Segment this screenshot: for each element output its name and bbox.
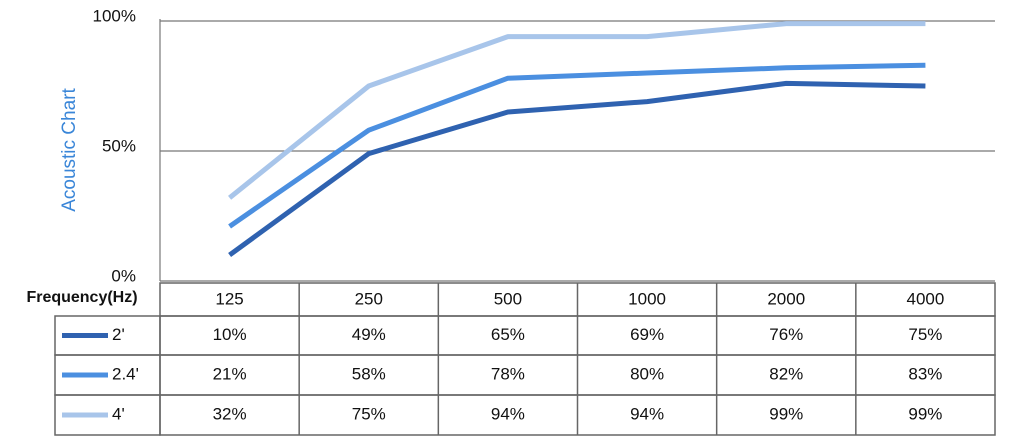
table-value: 21%: [213, 364, 247, 383]
x-tick-label: 1000: [628, 289, 666, 308]
legend-label: 2.4': [112, 364, 139, 383]
data-line: [228, 21, 926, 200]
table-value: 32%: [213, 404, 247, 423]
legend-cell: [54, 394, 161, 436]
table-value: 94%: [491, 404, 525, 423]
x-tick-label: 125: [215, 289, 243, 308]
table-value: 69%: [630, 325, 664, 344]
table-value: 78%: [491, 364, 525, 383]
table-value: 76%: [769, 325, 803, 344]
table-value: 99%: [908, 404, 942, 423]
table-value: 83%: [908, 364, 942, 383]
legend-label: 4': [112, 404, 125, 423]
table-value: 75%: [352, 404, 386, 423]
table-value: 94%: [630, 404, 664, 423]
y-tick-label: 0%: [111, 266, 136, 285]
y-axis-label: Acoustic Chart: [59, 88, 80, 212]
x-axis-label: Frequency(Hz): [26, 289, 137, 306]
table-value: 49%: [352, 325, 386, 344]
table-value: 58%: [352, 364, 386, 383]
data-line: [228, 62, 926, 229]
table-value: 65%: [491, 325, 525, 344]
table-value: 75%: [908, 325, 942, 344]
x-tick-label: 250: [355, 289, 383, 308]
table-value: 80%: [630, 364, 664, 383]
table-value: 99%: [769, 404, 803, 423]
table-value: 10%: [213, 325, 247, 344]
x-tick-label: 500: [494, 289, 522, 308]
y-tick-label: 50%: [102, 136, 136, 155]
data-line: [228, 80, 926, 258]
x-tick-label: 4000: [907, 289, 945, 308]
legend-label: 2': [112, 325, 125, 344]
table-value: 82%: [769, 364, 803, 383]
x-tick-label: 2000: [767, 289, 805, 308]
y-tick-label: 100%: [93, 6, 136, 25]
